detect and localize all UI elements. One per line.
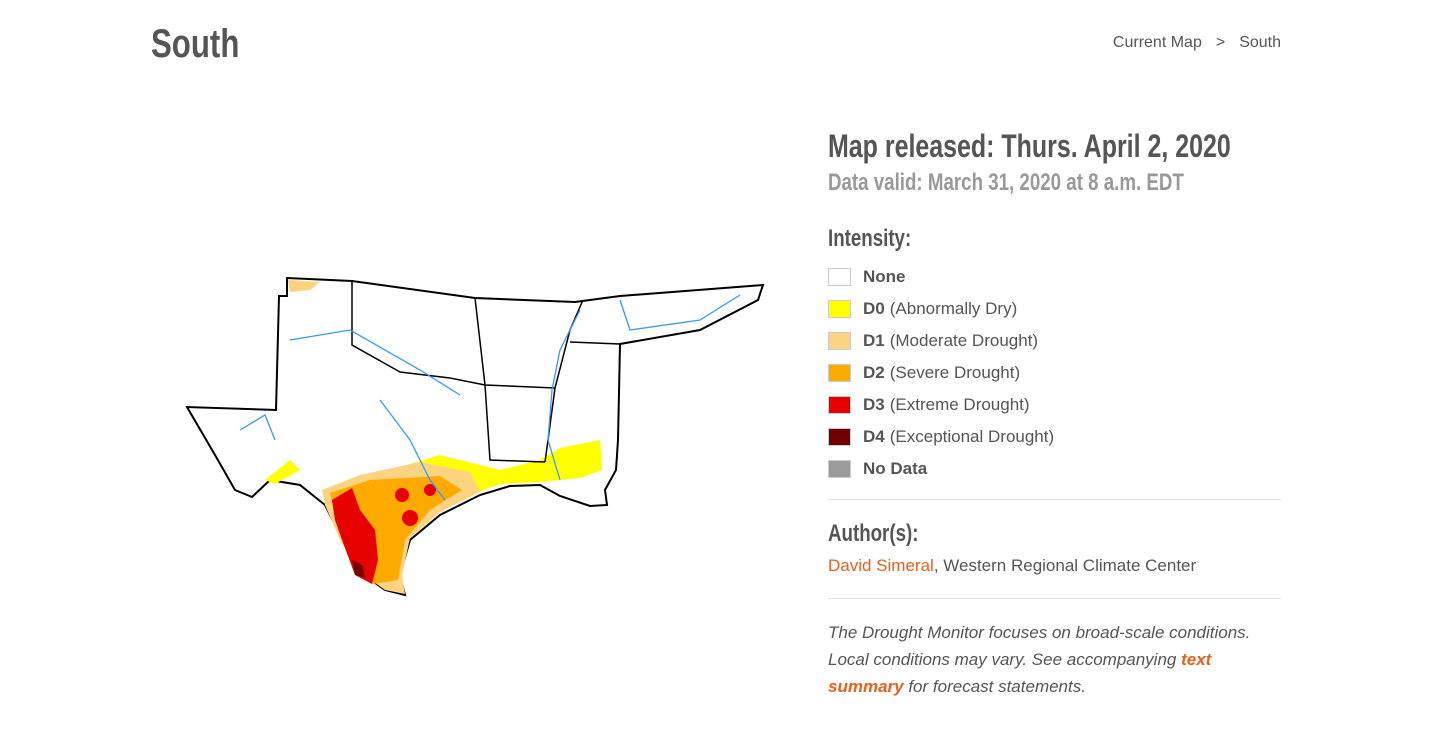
legend-item: D4 (Exceptional Drought) [828,421,1281,453]
breadcrumb-link[interactable]: Current Map [1112,34,1202,51]
d1-area [288,280,320,292]
legend-item: D1 (Moderate Drought) [828,325,1281,357]
sidebar: Map released: Thurs. April 2, 2020 Data … [828,128,1281,700]
released-heading: Map released: Thurs. April 2, 2020 [828,128,1281,165]
legend-label: D2 [863,363,885,382]
legend-label: D4 [863,427,885,446]
legend-swatch [828,396,851,414]
legend-item: None [828,261,1281,293]
legend-swatch [828,332,851,350]
page-title-text: South [151,22,240,66]
legend-description: (Moderate Drought) [889,331,1039,350]
legend-swatch [828,428,851,446]
authors: David Simeral, Western Regional Climate … [828,556,1281,576]
legend-item: D2 (Severe Drought) [828,357,1281,389]
summary-link[interactable]: text summary [828,650,1212,696]
page-title: South [151,22,264,67]
divider [828,598,1281,599]
breadcrumb: Current Map > South [1113,34,1281,52]
intensity-heading: Intensity: [828,225,1281,253]
legend: None D0 (Abnormally Dry) D1 (Moderate Drough… [828,261,1281,485]
breadcrumb-separator: > [1215,34,1226,51]
legend-description: (Exceptional Drought) [889,427,1055,446]
legend-label: None [863,267,906,286]
legend-swatch [828,364,851,382]
note: The Drought Monitor focuses on broad-sca… [828,619,1281,700]
author-affiliation: , Western Regional Climate Center [933,556,1197,575]
legend-swatch [828,460,851,478]
legend-swatch [828,268,851,286]
intensity-heading-text: Intensity: [828,225,912,252]
legend-description: (Extreme Drought) [889,395,1030,414]
legend-description: (Severe Drought) [889,363,1021,382]
rivers [239,294,741,501]
legend-item: D3 (Extreme Drought) [828,389,1281,421]
author-link[interactable]: David Simeral [828,556,934,575]
legend-label: No Data [863,459,928,478]
legend-description: (Abnormally Dry) [889,299,1018,318]
valid-text: Data valid: March 31, 2020 at 8 a.m. EDT [828,169,1184,196]
legend-item: D0 (Abnormally Dry) [828,293,1281,325]
authors-heading: Author(s): [828,520,1281,548]
legend-item: No Data [828,453,1281,485]
breadcrumb-current: South [1239,34,1281,51]
released-text: Map released: Thurs. April 2, 2020 [828,128,1231,164]
legend-label: D0 [863,299,885,318]
legend-swatch [828,300,851,318]
legend-label: D3 [863,395,885,414]
note-text: for forecast statements. [903,677,1086,696]
valid-heading: Data valid: March 31, 2020 at 8 a.m. EDT [828,169,1281,197]
divider [828,499,1281,500]
d3-area [332,484,436,584]
drought-map [185,276,765,597]
authors-heading-text: Author(s): [828,520,919,547]
d4-area [352,560,365,578]
note-text: The Drought Monitor focuses on broad-sca… [828,623,1251,669]
legend-label: D1 [863,331,885,350]
